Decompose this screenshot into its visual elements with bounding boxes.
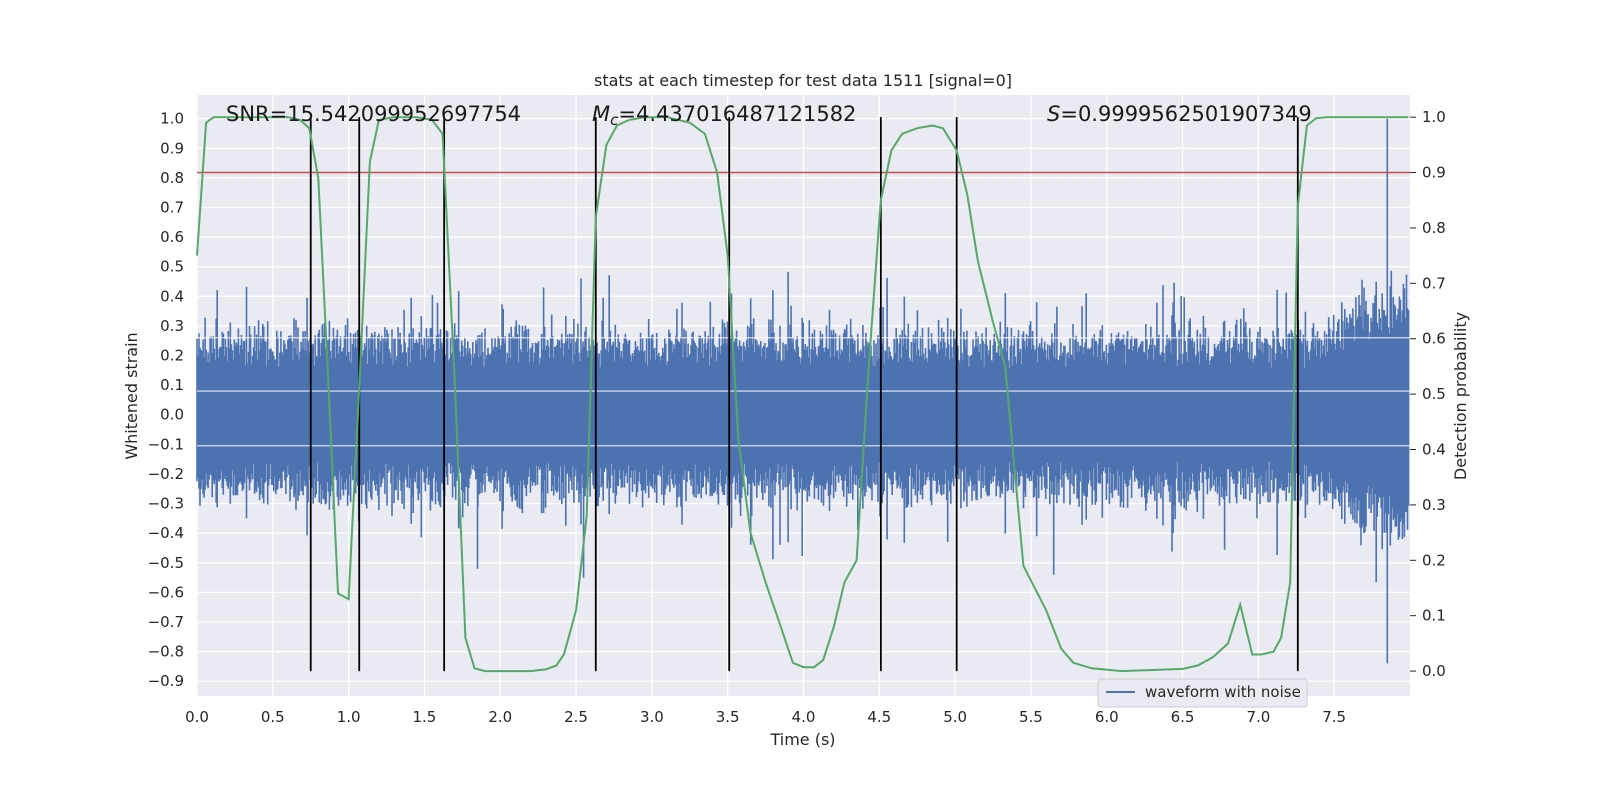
x-tick-label: 3.0 — [640, 708, 664, 726]
y-right-tick-label: 0.2 — [1422, 551, 1446, 569]
y-right-tick-label: 0.4 — [1422, 441, 1446, 459]
chirp-mass-annotation: Mc=4.437016487121582 — [592, 102, 856, 129]
y-right-tick-label: 0.7 — [1422, 274, 1446, 292]
x-tick-label: 7.5 — [1322, 708, 1346, 726]
y-left-tick-label: −0.8 — [148, 643, 184, 661]
y-left-tick-label: 0.9 — [160, 139, 184, 157]
chirp-mass-subscript: c — [610, 111, 619, 129]
y-right-tick-label: 0.8 — [1422, 219, 1446, 237]
y-right-tick-label: 1.0 — [1422, 108, 1446, 126]
y-right-tick-label: 0.3 — [1422, 496, 1446, 514]
y-left-tick-labels: 1.0 0.9 0.8 0.7 0.6 0.5 0.4 0.3 0.2 0.1 0.0 −0.1 −0.… — [148, 110, 184, 691]
y-right-tick-label: 0.1 — [1422, 607, 1446, 625]
y-left-axis-label: Whitened strain — [122, 332, 141, 459]
y-left-tick-label: 0.5 — [160, 258, 184, 276]
y-right-tick-label: 0.5 — [1422, 385, 1446, 403]
y-right-tick-label: 0.6 — [1422, 330, 1446, 348]
y-left-tick-label: 0.7 — [160, 199, 184, 217]
legend-label: waveform with noise — [1145, 683, 1301, 701]
x-tick-labels: 0.0 0.5 1.0 1.5 2.0 2.5 3.0 3.5 4.0 4.5 5.0 5.5 6.0 6… — [185, 708, 1346, 726]
y-right-tick-labels: 1.0 0.9 0.8 0.7 0.6 0.5 0.4 0.3 0.2 0.1 0.0 — [1410, 108, 1446, 680]
s-annotation: S=0.9999562501907349 — [1047, 102, 1312, 126]
y-left-tick-label: −0.2 — [148, 465, 184, 483]
legend: waveform with noise — [1097, 678, 1308, 708]
x-tick-label: 7.0 — [1246, 708, 1270, 726]
x-tick-label: 2.0 — [488, 708, 512, 726]
y-left-tick-label: −0.6 — [148, 583, 184, 601]
x-tick-label: 0.0 — [185, 708, 209, 726]
y-left-tick-label: 0.8 — [160, 169, 184, 187]
s-value: =0.9999562501907349 — [1060, 102, 1311, 126]
x-tick-label: 3.5 — [716, 708, 740, 726]
y-left-tick-label: −0.7 — [148, 613, 184, 631]
x-axis-label: Time (s) — [769, 730, 835, 749]
x-tick-label: 5.0 — [943, 708, 967, 726]
waveform-series — [196, 118, 1410, 664]
x-tick-label: 5.5 — [1019, 708, 1043, 726]
y-right-axis-label: Detection probability — [1451, 312, 1470, 480]
x-tick-label: 4.0 — [792, 708, 816, 726]
y-left-tick-label: −0.4 — [148, 524, 184, 542]
y-left-tick-label: 0.6 — [160, 228, 184, 246]
y-left-tick-label: −0.1 — [148, 435, 184, 453]
y-left-tick-label: 1.0 — [160, 110, 184, 128]
x-tick-label: 6.0 — [1095, 708, 1119, 726]
y-right-tick-label: 0.9 — [1422, 164, 1446, 182]
y-left-tick-label: −0.9 — [148, 672, 184, 690]
detection-probability-line — [196, 116, 1409, 673]
x-tick-label: 4.5 — [867, 708, 891, 726]
snr-annotation: SNR=15.542099952697754 — [226, 102, 521, 126]
y-left-tick-label: 0.1 — [160, 376, 184, 394]
chirp-mass-symbol: M — [592, 102, 610, 126]
y-right-tick-label: 0.0 — [1422, 662, 1446, 680]
x-tick-label: 6.5 — [1171, 708, 1195, 726]
y-left-tick-label: 0.0 — [160, 406, 184, 424]
y-left-tick-label: 0.2 — [160, 347, 184, 365]
x-tick-label: 1.0 — [337, 708, 361, 726]
chart-title: stats at each timestep for test data 151… — [594, 71, 1012, 90]
y-left-tick-label: 0.3 — [160, 317, 184, 335]
s-symbol: S — [1047, 102, 1060, 126]
x-tick-label: 2.5 — [564, 708, 588, 726]
y-left-tick-label: −0.3 — [148, 495, 184, 513]
chirp-mass-value: =4.437016487121582 — [618, 102, 856, 126]
legend-box — [1097, 678, 1308, 708]
x-tick-label: 1.5 — [413, 708, 437, 726]
plot-area — [196, 116, 1410, 673]
x-tick-label: 0.5 — [261, 708, 285, 726]
y-left-tick-label: 0.4 — [160, 287, 184, 305]
y-left-tick-label: −0.5 — [148, 554, 184, 572]
